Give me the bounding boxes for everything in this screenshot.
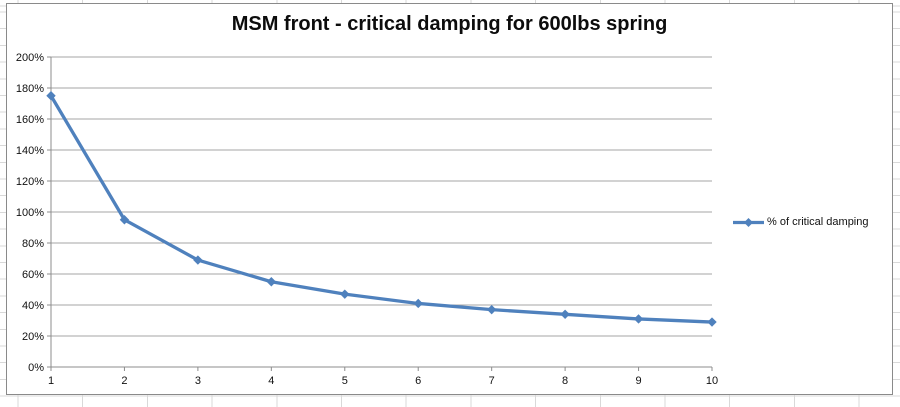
y-axis-label: 40% (22, 300, 44, 312)
data-point-marker[interactable] (266, 277, 277, 287)
x-axis-label: 6 (415, 375, 421, 387)
x-axis-label: 1 (48, 375, 54, 387)
y-axis-label: 200% (16, 52, 44, 64)
legend[interactable]: % of critical damping (733, 212, 869, 232)
x-axis-label: 5 (342, 375, 348, 387)
chart-title: MSM front - critical damping for 600lbs … (231, 13, 668, 35)
y-axis-label: 60% (22, 269, 44, 281)
x-axis-label: 10 (706, 375, 718, 387)
legend-label: % of critical damping (767, 216, 869, 228)
plot-area: 0% 20% 40% 60% 80% 100% 120% 140% 160% 180% 200% 1 2… (16, 52, 718, 387)
data-point-marker[interactable] (486, 304, 497, 315)
x-axis-label: 3 (195, 375, 201, 387)
x-axis-label: 7 (489, 375, 495, 387)
series-line[interactable] (49, 94, 714, 324)
data-point-marker[interactable] (340, 289, 350, 299)
y-axis-label: 20% (22, 331, 44, 343)
x-axis-label: 9 (635, 375, 641, 387)
legend-series-marker-icon (733, 217, 764, 227)
data-point-marker[interactable] (119, 215, 130, 225)
y-axis-label: 140% (16, 145, 44, 157)
y-axis-label: 100% (16, 207, 44, 219)
data-point-marker[interactable] (633, 314, 644, 324)
chart-object[interactable]: MSM front - critical damping for 600lbs … (6, 3, 893, 395)
x-axis-label: 2 (121, 375, 127, 387)
data-point-marker[interactable] (560, 309, 570, 319)
y-axis-label: 160% (16, 114, 44, 126)
y-axis-label: 120% (16, 176, 44, 188)
data-point-marker[interactable] (413, 298, 423, 309)
data-point-marker[interactable] (46, 91, 56, 101)
x-axis-label: 8 (562, 375, 568, 387)
x-axis-label: 4 (268, 375, 274, 387)
y-axis-label: 180% (16, 83, 44, 95)
legend-diamond-marker (744, 217, 753, 227)
data-point-marker[interactable] (707, 317, 717, 327)
y-axis-label: 0% (28, 362, 44, 374)
y-axis-label: 80% (22, 238, 44, 250)
data-point-marker[interactable] (193, 255, 203, 265)
